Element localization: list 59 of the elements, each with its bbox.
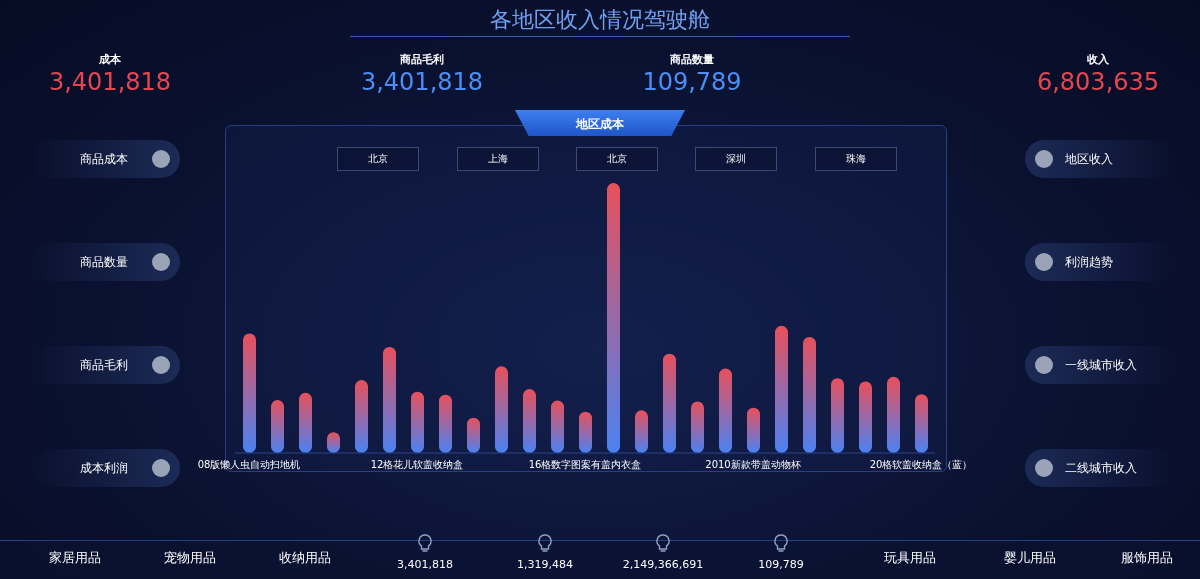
x-tick-label: 16格数字图案有盖内衣盒 <box>528 459 642 471</box>
bar <box>523 389 536 453</box>
x-tick-label: 2010新款带盖动物杯 <box>705 459 801 471</box>
bar <box>243 333 256 453</box>
text: 服饰用品 <box>1121 549 1173 567</box>
text: 3,401,818 <box>360 68 484 96</box>
bar <box>831 378 844 453</box>
text: 收纳用品 <box>279 549 331 567</box>
text: 一线城市收入 <box>1065 357 1137 374</box>
text: 商品毛利 <box>80 357 128 374</box>
chart-title: 各地区收入情况驾驶舱 <box>490 6 710 34</box>
text: 宠物用品 <box>164 549 216 567</box>
text: 北京 <box>337 147 419 171</box>
text: 商品数量 <box>670 52 714 67</box>
text: 3,401,818 <box>48 68 172 96</box>
text: 成本利润 <box>80 460 128 477</box>
text: 商品成本 <box>80 151 128 168</box>
bar <box>887 376 900 453</box>
x-tick-label: 08版懒人虫自动扫地机 <box>197 459 301 471</box>
bar <box>859 381 872 453</box>
text: 地区收入 <box>1065 151 1113 168</box>
bar <box>383 346 396 453</box>
bar <box>495 366 508 453</box>
text: 3,401,818 <box>397 558 453 571</box>
text: 商品数量 <box>80 254 128 271</box>
bar <box>439 394 452 453</box>
bar <box>271 400 284 453</box>
text: 玩具用品 <box>884 549 936 567</box>
bar <box>803 336 816 453</box>
x-tick-label: 12格花儿软盖收纳盒 <box>370 459 464 471</box>
text: 北京 <box>576 147 658 171</box>
bar <box>411 391 424 453</box>
bar <box>663 353 676 453</box>
text: 利润趋势 <box>1065 254 1113 271</box>
bar <box>355 380 368 453</box>
chart-subtitle: 地区成本 <box>576 116 624 133</box>
text: 商品毛利 <box>400 52 444 67</box>
text: 二线城市收入 <box>1065 460 1137 477</box>
text: 1,319,484 <box>517 558 573 571</box>
text: 2,149,366,691 <box>622 558 704 571</box>
bar <box>747 407 760 453</box>
bar <box>719 368 732 453</box>
bar <box>299 392 312 453</box>
text: 成本 <box>99 52 121 67</box>
x-tick-label: 20格软盖收纳盒（蓝） <box>869 459 973 471</box>
text: 6,803,635 <box>1036 68 1160 96</box>
text: 珠海 <box>815 147 897 171</box>
text: 109,789 <box>758 558 804 571</box>
text: 婴儿用品 <box>1004 549 1056 567</box>
bar <box>691 401 704 453</box>
text: 109,789 <box>642 68 742 96</box>
text: 上海 <box>457 147 539 171</box>
bar <box>775 325 788 453</box>
bar <box>607 183 620 453</box>
text: 收入 <box>1087 52 1109 67</box>
bar <box>551 400 564 453</box>
text: 家居用品 <box>49 549 101 567</box>
text: 深圳 <box>695 147 777 171</box>
bar <box>915 394 928 453</box>
